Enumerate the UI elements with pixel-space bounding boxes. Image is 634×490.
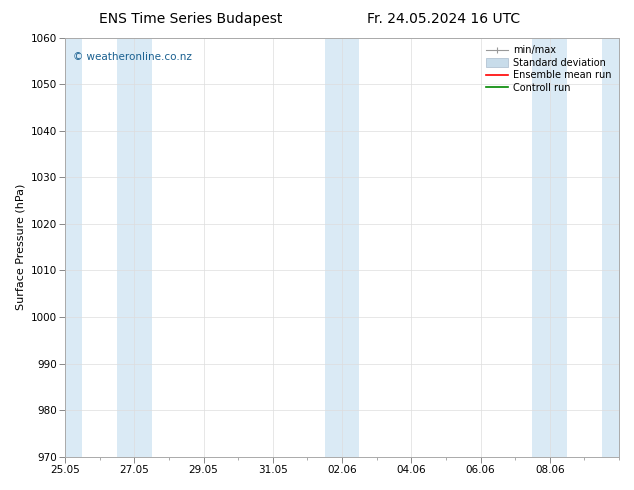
- Text: © weatheronline.co.nz: © weatheronline.co.nz: [74, 52, 192, 62]
- Bar: [325, 38, 359, 457]
- Bar: [602, 38, 621, 457]
- Text: Fr. 24.05.2024 16 UTC: Fr. 24.05.2024 16 UTC: [367, 12, 521, 26]
- Text: ENS Time Series Budapest: ENS Time Series Budapest: [98, 12, 282, 26]
- Legend: min/max, Standard deviation, Ensemble mean run, Controll run: min/max, Standard deviation, Ensemble me…: [484, 43, 614, 96]
- Bar: [117, 38, 152, 457]
- Bar: [533, 38, 567, 457]
- Bar: [63, 38, 82, 457]
- Y-axis label: Surface Pressure (hPa): Surface Pressure (hPa): [15, 184, 25, 310]
